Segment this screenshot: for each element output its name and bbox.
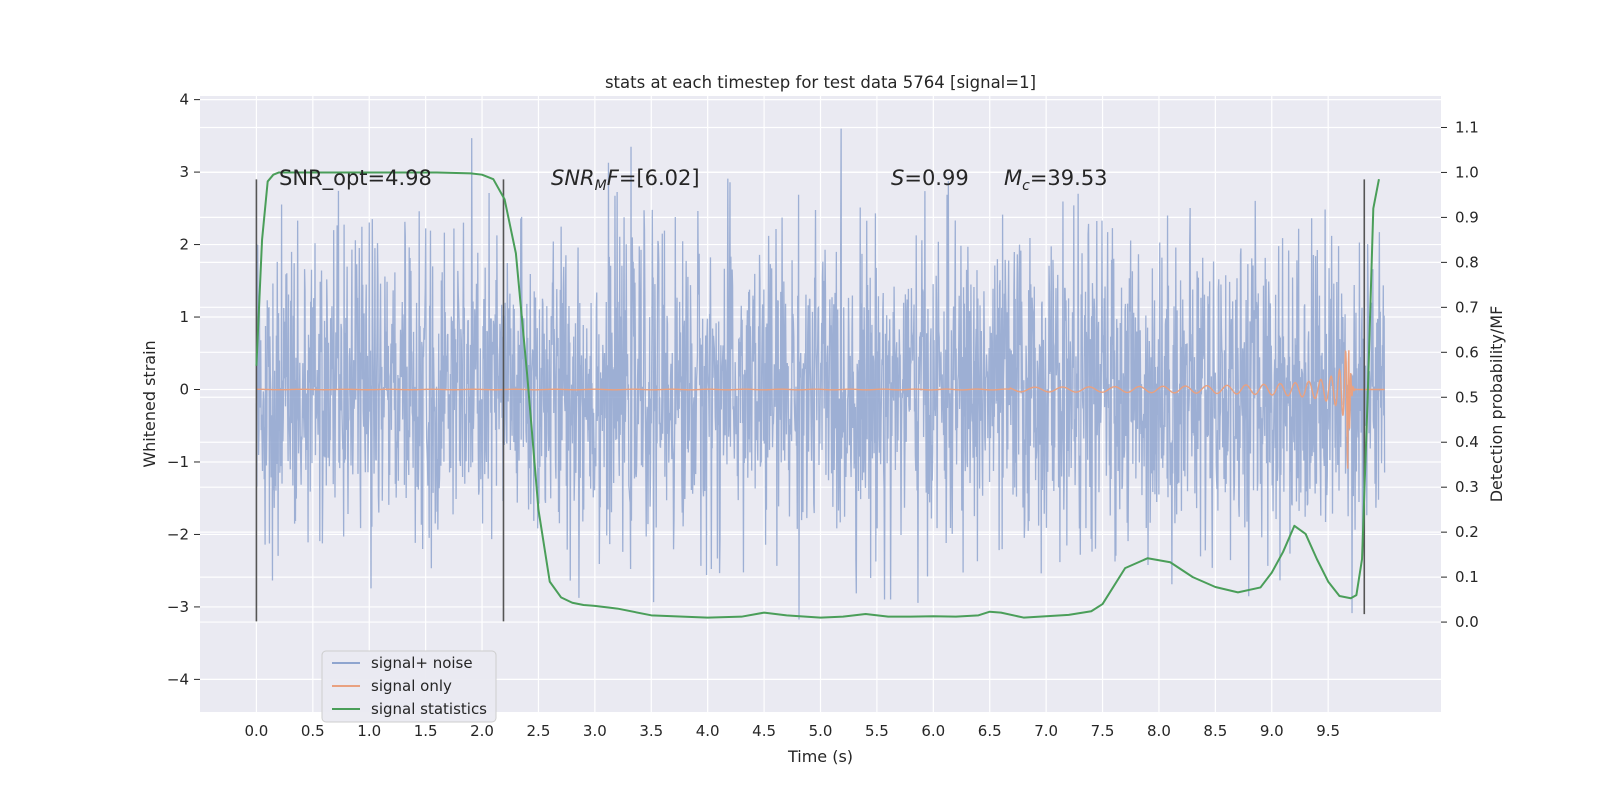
x-tick-label: 0.5 bbox=[301, 722, 325, 740]
annotation-snr-mf-main: SNR bbox=[551, 166, 595, 190]
x-tick-label: 2.0 bbox=[470, 722, 494, 740]
y-axis-ticks: −4 −3 −2 −1 0 1 2 3 4 bbox=[167, 91, 200, 688]
annotation-snr-mf: SNRMF=[6.02] bbox=[551, 166, 700, 194]
annotation-mc-main: M bbox=[1004, 166, 1022, 190]
y-tick-label: −3 bbox=[167, 598, 189, 616]
y-tick-label: −4 bbox=[167, 670, 189, 688]
x-tick-label: 3.0 bbox=[583, 722, 607, 740]
x-tick-label: 5.0 bbox=[809, 722, 833, 740]
annotation-s: S=0.99 bbox=[891, 166, 969, 190]
x-tick-label: 2.5 bbox=[527, 722, 551, 740]
y2-tick-label: 0.0 bbox=[1455, 613, 1479, 631]
x-tick-label: 0.0 bbox=[244, 722, 268, 740]
annotation-s-rest: =0.99 bbox=[904, 166, 968, 190]
y-axis-label: Whitened strain bbox=[140, 340, 159, 467]
y2-tick-label: 1.0 bbox=[1455, 163, 1479, 181]
y2-tick-label: 0.6 bbox=[1455, 343, 1479, 361]
x-tick-label: 8.5 bbox=[1203, 722, 1227, 740]
y-tick-label: 3 bbox=[179, 163, 189, 181]
y2-axis-ticks: 0.0 0.1 0.2 0.3 0.4 0.5 0.6 0.7 0.8 0.9 1.0 1.1 bbox=[1441, 118, 1479, 631]
x-tick-label: 1.5 bbox=[414, 722, 438, 740]
series-signal-noise bbox=[255, 128, 1386, 620]
y-tick-label: −1 bbox=[167, 453, 189, 471]
chart-title: stats at each timestep for test data 576… bbox=[605, 73, 1036, 92]
legend-label-signal: signal only bbox=[371, 677, 452, 695]
y2-tick-label: 0.4 bbox=[1455, 433, 1479, 451]
annotation-snr-mf-sub: M bbox=[595, 178, 607, 194]
y2-tick-label: 0.1 bbox=[1455, 568, 1479, 586]
x-axis-ticks: 0.0 0.5 1.0 1.5 2.0 2.5 3.0 3.5 4.0 4.5 5.0 5.5 6.0 6… bbox=[244, 722, 1340, 740]
y2-tick-label: 0.7 bbox=[1455, 298, 1479, 316]
y-tick-label: 2 bbox=[179, 236, 189, 254]
y-tick-label: 0 bbox=[179, 381, 189, 399]
y2-axis-label: Detection probability/MF bbox=[1487, 306, 1506, 503]
series-signal-only bbox=[256, 349, 1385, 469]
x-tick-label: 4.5 bbox=[752, 722, 776, 740]
y2-tick-label: 0.2 bbox=[1455, 523, 1479, 541]
series-signal-statistics bbox=[255, 171, 1380, 619]
x-tick-label: 6.0 bbox=[921, 722, 945, 740]
y-tick-label: 1 bbox=[179, 308, 189, 326]
legend-label-noise: signal+ noise bbox=[371, 654, 473, 672]
annotation-snr-mf-rest-f: F bbox=[607, 166, 620, 190]
x-axis-label: Time (s) bbox=[787, 747, 853, 766]
x-tick-label: 6.5 bbox=[978, 722, 1002, 740]
annotation-snr-opt: SNR_opt=4.98 bbox=[279, 166, 432, 191]
x-tick-label: 4.0 bbox=[696, 722, 720, 740]
x-tick-label: 7.5 bbox=[1091, 722, 1115, 740]
annotation-s-italic: S bbox=[891, 166, 904, 190]
y2-tick-label: 0.5 bbox=[1455, 388, 1479, 406]
legend-box bbox=[321, 650, 497, 723]
plot-area bbox=[255, 128, 1386, 622]
y2-tick-label: 0.3 bbox=[1455, 478, 1479, 496]
y2-tick-label: 1.1 bbox=[1455, 118, 1479, 136]
legend: signal+ noise signal only signal statist… bbox=[321, 650, 497, 723]
x-tick-label: 8.0 bbox=[1147, 722, 1171, 740]
x-tick-label: 3.5 bbox=[639, 722, 663, 740]
x-tick-label: 9.5 bbox=[1316, 722, 1340, 740]
y2-tick-label: 0.9 bbox=[1455, 208, 1479, 226]
y-tick-label: −2 bbox=[167, 525, 189, 543]
legend-label-statistics: signal statistics bbox=[371, 700, 487, 718]
x-tick-label: 9.0 bbox=[1260, 722, 1284, 740]
y2-tick-label: 0.8 bbox=[1455, 253, 1479, 271]
x-tick-label: 5.5 bbox=[865, 722, 889, 740]
x-tick-label: 7.0 bbox=[1034, 722, 1058, 740]
annotation-mc: Mc=39.53 bbox=[1004, 166, 1108, 194]
y-tick-label: 4 bbox=[179, 91, 189, 109]
annotation-mc-rest: =39.53 bbox=[1030, 166, 1108, 190]
x-tick-label: 1.0 bbox=[357, 722, 381, 740]
annotation-mc-sub: c bbox=[1022, 178, 1030, 194]
annotation-snr-mf-rest: =[6.02] bbox=[619, 166, 700, 190]
